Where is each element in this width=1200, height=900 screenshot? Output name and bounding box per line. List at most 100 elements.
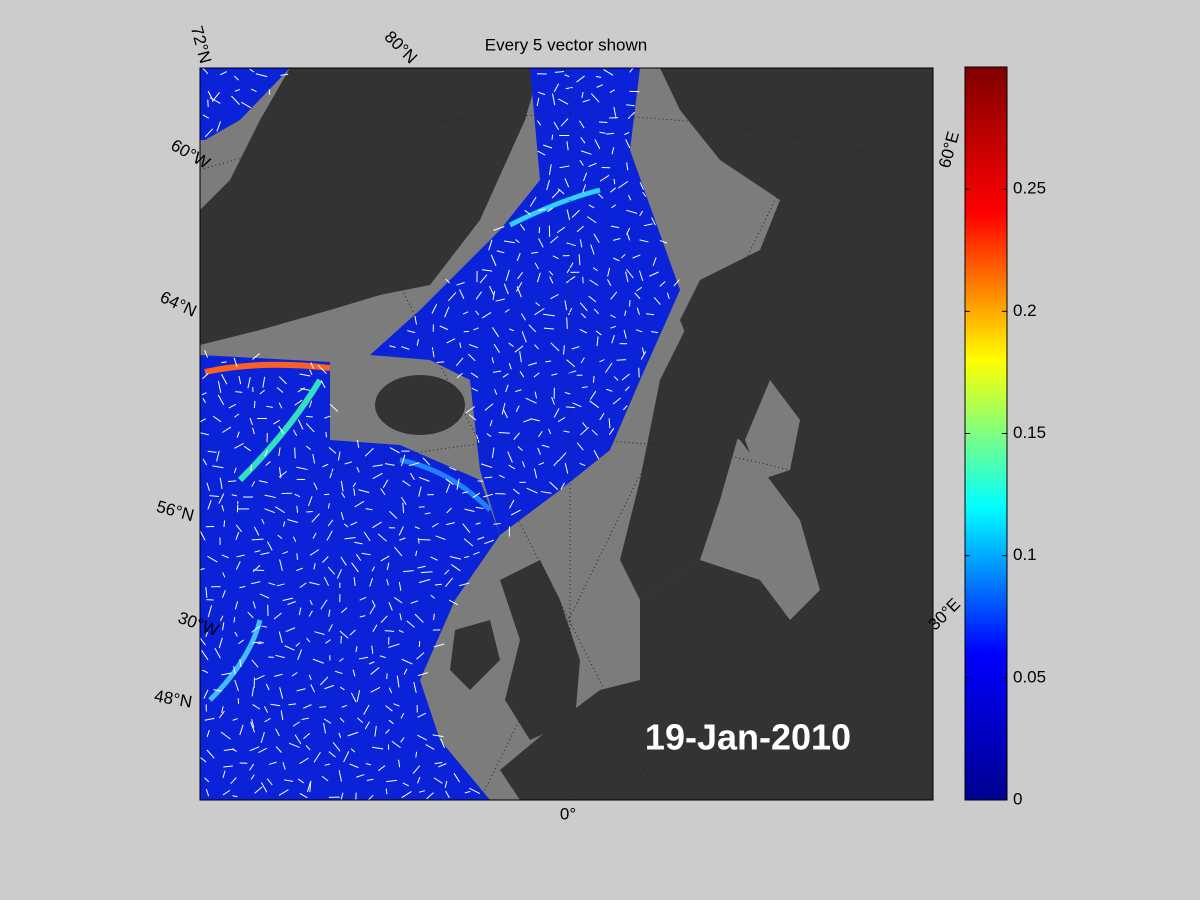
vector xyxy=(218,493,225,504)
vector xyxy=(228,403,237,409)
vector xyxy=(599,131,606,134)
vector xyxy=(308,400,313,408)
vector xyxy=(274,506,286,514)
vector xyxy=(323,722,327,734)
vector xyxy=(565,406,575,409)
vector xyxy=(445,577,454,587)
vector xyxy=(431,304,438,314)
vector xyxy=(521,331,527,343)
vector xyxy=(629,68,634,73)
vector xyxy=(468,413,477,421)
vector xyxy=(608,418,611,429)
vector xyxy=(222,789,231,796)
vector xyxy=(278,376,287,385)
vector xyxy=(214,647,221,659)
vector xyxy=(367,794,374,800)
vector xyxy=(418,640,421,647)
vector xyxy=(469,787,481,794)
vector xyxy=(239,659,242,668)
vector xyxy=(550,235,559,244)
vector xyxy=(205,788,210,797)
vector xyxy=(627,195,632,201)
vector xyxy=(589,400,600,409)
vector xyxy=(580,357,585,364)
vector xyxy=(250,464,253,472)
vector xyxy=(591,429,598,436)
vector xyxy=(212,465,224,469)
vector xyxy=(493,226,505,231)
vector xyxy=(598,121,608,123)
vector xyxy=(515,405,520,412)
vector xyxy=(306,415,313,418)
graticule-label: 0° xyxy=(560,804,576,823)
map-frame xyxy=(199,67,934,801)
vector xyxy=(282,762,286,770)
vector xyxy=(508,342,514,348)
vector xyxy=(263,706,269,713)
vector xyxy=(337,451,341,461)
vector xyxy=(491,357,495,364)
vector xyxy=(549,276,554,284)
vector xyxy=(501,402,506,415)
vector xyxy=(398,526,404,536)
vector xyxy=(582,422,587,428)
vector xyxy=(206,482,210,492)
vector xyxy=(484,403,494,411)
vector xyxy=(386,562,390,571)
vector xyxy=(322,556,329,563)
vector xyxy=(341,492,346,498)
vector xyxy=(306,445,311,450)
vector xyxy=(294,493,301,498)
vector xyxy=(642,191,647,197)
vector xyxy=(508,464,516,470)
vector xyxy=(282,597,294,601)
vector xyxy=(217,380,222,393)
vector xyxy=(234,679,239,692)
vector xyxy=(580,313,587,319)
vector xyxy=(572,402,582,408)
vector xyxy=(607,279,612,287)
vector xyxy=(296,505,299,513)
vector xyxy=(221,361,227,364)
vector xyxy=(251,538,264,541)
vector xyxy=(414,315,417,325)
vector xyxy=(274,673,283,677)
vector xyxy=(533,372,540,378)
vector xyxy=(535,302,541,307)
vector xyxy=(359,615,366,618)
vector xyxy=(473,551,480,555)
vector xyxy=(519,371,525,378)
vector xyxy=(239,585,246,589)
vector xyxy=(552,255,559,260)
vector xyxy=(576,442,584,451)
vector xyxy=(422,457,431,466)
vector xyxy=(554,71,565,73)
sea-baltic xyxy=(745,380,800,480)
vector xyxy=(603,69,614,76)
vector xyxy=(278,425,284,434)
vector xyxy=(430,594,436,599)
vector xyxy=(624,131,630,136)
vector xyxy=(233,467,237,474)
vector xyxy=(327,519,334,527)
vector xyxy=(341,704,348,708)
vector xyxy=(384,463,395,466)
vector xyxy=(546,179,550,191)
vector xyxy=(626,162,629,171)
vector xyxy=(327,566,336,575)
vector xyxy=(403,668,408,675)
vector xyxy=(635,329,643,333)
vector xyxy=(418,578,431,584)
vector xyxy=(338,732,342,738)
vector xyxy=(238,639,245,645)
vector xyxy=(206,729,210,738)
vector xyxy=(222,622,225,631)
vector xyxy=(473,327,479,331)
vector xyxy=(204,350,209,358)
vector xyxy=(324,684,335,690)
vector xyxy=(209,97,221,104)
vector xyxy=(529,196,537,207)
vector xyxy=(566,209,571,221)
vector xyxy=(587,216,597,224)
